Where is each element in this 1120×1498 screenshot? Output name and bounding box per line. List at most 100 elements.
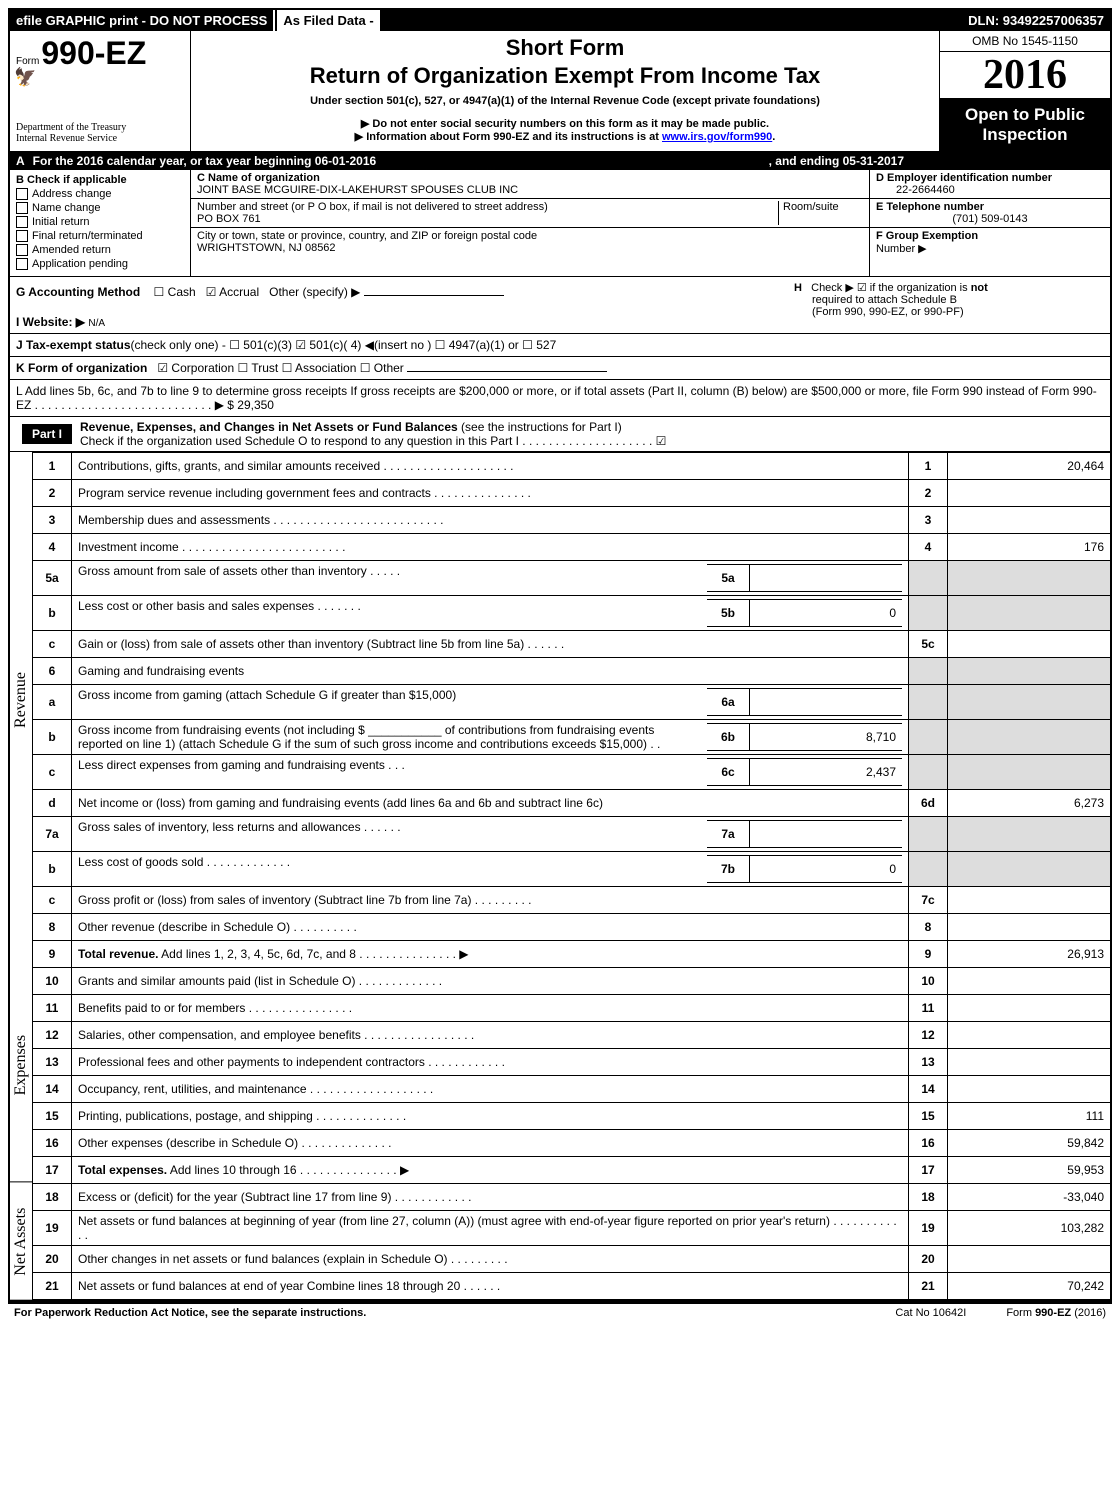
side-line-number: 7c xyxy=(909,887,948,914)
line-description: Professional fees and other payments to … xyxy=(72,1049,909,1076)
line-number: 4 xyxy=(33,534,72,561)
form-version: Form 990-EZ (2016) xyxy=(1006,1307,1106,1319)
table-row: bGross income from fundraising events (n… xyxy=(33,720,1110,755)
efile-notice: efile GRAPHIC print - DO NOT PROCESS xyxy=(10,10,275,31)
table-row: 18Excess or (deficit) for the year (Subt… xyxy=(33,1184,1110,1211)
line-number: 12 xyxy=(33,1022,72,1049)
form-number: 990-EZ xyxy=(41,35,146,72)
line-description: Net assets or fund balances at beginning… xyxy=(72,1211,909,1246)
chk-name-change[interactable]: Name change xyxy=(16,202,184,214)
line-description: Other changes in net assets or fund bala… xyxy=(72,1246,909,1273)
line-amount xyxy=(948,631,1111,658)
side-line-number: 12 xyxy=(909,1022,948,1049)
chk-amended-return[interactable]: Amended return xyxy=(16,244,184,256)
line-number: c xyxy=(33,631,72,658)
line-number: a xyxy=(33,685,72,720)
sub-line-amount: 8,710 xyxy=(750,724,903,751)
side-line-number: 8 xyxy=(909,914,948,941)
table-row: 9Total revenue. Add lines 1, 2, 3, 4, 5c… xyxy=(33,941,1110,968)
line-description: Gross amount from sale of assets other t… xyxy=(72,561,909,596)
line-number: b xyxy=(33,596,72,631)
chk-final-return[interactable]: Final return/terminated xyxy=(16,230,184,242)
line-number: 17 xyxy=(33,1157,72,1184)
table-row: 14Occupancy, rent, utilities, and mainte… xyxy=(33,1076,1110,1103)
org-city: WRIGHTSTOWN, NJ 08562 xyxy=(197,242,336,254)
b-right-ids: D Employer identification number 22-2664… xyxy=(870,170,1110,276)
line-amount xyxy=(948,968,1111,995)
chk-address-change[interactable]: Address change xyxy=(16,188,184,200)
side-line-number: 3 xyxy=(909,507,948,534)
line-description: Less cost or other basis and sales expen… xyxy=(72,596,909,631)
line-amount xyxy=(948,507,1111,534)
sub-line-amount: 2,437 xyxy=(750,759,903,786)
table-row: 15Printing, publications, postage, and s… xyxy=(33,1103,1110,1130)
line-number: 13 xyxy=(33,1049,72,1076)
side-line-number: 5c xyxy=(909,631,948,658)
table-row: cGross profit or (loss) from sales of in… xyxy=(33,887,1110,914)
b-check-applicable: B Check if applicable Address change Nam… xyxy=(10,170,191,276)
line-number: b xyxy=(33,720,72,755)
line-number: 11 xyxy=(33,995,72,1022)
side-line-number xyxy=(909,561,948,596)
side-line-number xyxy=(909,817,948,852)
sub-line-number: 5b xyxy=(707,600,750,627)
chk-initial-return[interactable]: Initial return xyxy=(16,216,184,228)
line-amount: -33,040 xyxy=(948,1184,1111,1211)
line-description: Total revenue. Add lines 1, 2, 3, 4, 5c,… xyxy=(72,941,909,968)
line-description: Other revenue (describe in Schedule O) .… xyxy=(72,914,909,941)
form-label: Form xyxy=(16,56,39,67)
table-row: 1Contributions, gifts, grants, and simil… xyxy=(33,453,1110,480)
table-row: 20Other changes in net assets or fund ba… xyxy=(33,1246,1110,1273)
side-line-number: 16 xyxy=(909,1130,948,1157)
line-number: 14 xyxy=(33,1076,72,1103)
line-amount: 176 xyxy=(948,534,1111,561)
side-line-number: 2 xyxy=(909,480,948,507)
side-line-number: 14 xyxy=(909,1076,948,1103)
line-number: c xyxy=(33,755,72,790)
line-description: Excess or (deficit) for the year (Subtra… xyxy=(72,1184,909,1211)
sub-line-number: 6a xyxy=(707,689,750,716)
sub-line-amount: 0 xyxy=(750,856,903,883)
org-name: JOINT BASE MCGUIRE-DIX-LAKEHURST SPOUSES… xyxy=(197,184,518,196)
b-mid-org-info: C Name of organization JOINT BASE MCGUIR… xyxy=(191,170,870,276)
table-row: cGain or (loss) from sale of assets othe… xyxy=(33,631,1110,658)
form-number-box: Form 990-EZ 🦅 Department of the Treasury… xyxy=(10,31,191,151)
line-i-website: I Website: ▶ xyxy=(16,315,85,329)
form-container: efile GRAPHIC print - DO NOT PROCESS As … xyxy=(8,8,1112,1302)
line-description: Gaming and fundraising events xyxy=(72,658,909,685)
side-line-number: 10 xyxy=(909,968,948,995)
block-b: B Check if applicable Address change Nam… xyxy=(10,170,1110,277)
sub-line-amount xyxy=(750,689,903,716)
side-line-number: 17 xyxy=(909,1157,948,1184)
table-row: 17Total expenses. Add lines 10 through 1… xyxy=(33,1157,1110,1184)
line-number: 10 xyxy=(33,968,72,995)
side-line-number: 6d xyxy=(909,790,948,817)
g-h-row: G Accounting Method ☐ Cash ☑ Accrual Oth… xyxy=(10,277,1110,334)
table-row: 21Net assets or fund balances at end of … xyxy=(33,1273,1110,1300)
revenue-label: Revenue xyxy=(10,452,32,948)
return-title: Return of Organization Exempt From Incom… xyxy=(199,63,931,89)
irs-link[interactable]: www.irs.gov/form990 xyxy=(662,131,772,143)
side-line-number: 15 xyxy=(909,1103,948,1130)
side-line-number xyxy=(909,685,948,720)
line-number: 16 xyxy=(33,1130,72,1157)
line-description: Program service revenue including govern… xyxy=(72,480,909,507)
line-amount: 111 xyxy=(948,1103,1111,1130)
side-line-number xyxy=(909,720,948,755)
table-row: 12Salaries, other compensation, and empl… xyxy=(33,1022,1110,1049)
line-amount xyxy=(948,720,1111,755)
side-line-number xyxy=(909,658,948,685)
line-description: Grants and similar amounts paid (list in… xyxy=(72,968,909,995)
line-number: 20 xyxy=(33,1246,72,1273)
line-amount xyxy=(948,887,1111,914)
line-amount xyxy=(948,755,1111,790)
line-description: Gain or (loss) from sale of assets other… xyxy=(72,631,909,658)
tax-year: 2016 xyxy=(940,52,1110,99)
side-line-number xyxy=(909,596,948,631)
line-description: Less direct expenses from gaming and fun… xyxy=(72,755,909,790)
chk-application-pending[interactable]: Application pending xyxy=(16,258,184,270)
line-description: Less cost of goods sold . . . . . . . . … xyxy=(72,852,909,887)
side-line-number: 21 xyxy=(909,1273,948,1300)
table-row: 13Professional fees and other payments t… xyxy=(33,1049,1110,1076)
line-description: Salaries, other compensation, and employ… xyxy=(72,1022,909,1049)
